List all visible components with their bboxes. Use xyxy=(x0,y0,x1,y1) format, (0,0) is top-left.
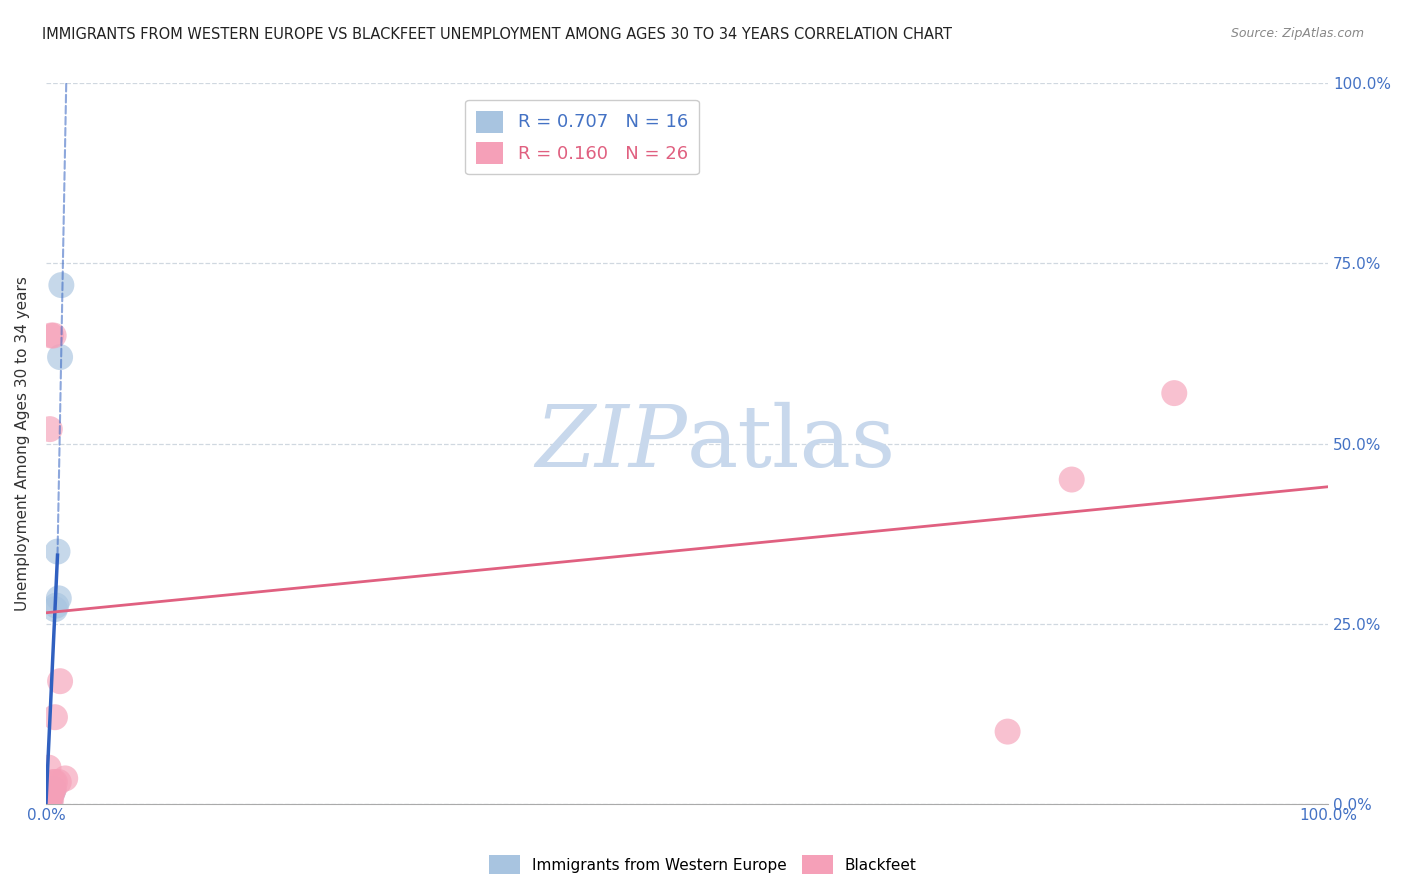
Point xyxy=(49,674,72,689)
Point xyxy=(41,786,63,800)
Text: atlas: atlas xyxy=(688,402,896,485)
Point xyxy=(38,796,60,810)
Point xyxy=(42,782,65,797)
Text: ZIP: ZIP xyxy=(536,402,688,485)
Text: IMMIGRANTS FROM WESTERN EUROPE VS BLACKFEET UNEMPLOYMENT AMONG AGES 30 TO 34 YEA: IMMIGRANTS FROM WESTERN EUROPE VS BLACKF… xyxy=(42,27,952,42)
Point xyxy=(1163,386,1185,401)
Point xyxy=(37,793,59,807)
Point xyxy=(46,544,69,558)
Point xyxy=(39,793,62,807)
Point xyxy=(39,782,62,797)
Point xyxy=(38,761,60,775)
Point xyxy=(39,786,62,800)
Point xyxy=(997,724,1019,739)
Point xyxy=(51,278,73,293)
Point xyxy=(39,786,62,800)
Point xyxy=(48,591,70,606)
Point xyxy=(44,602,66,616)
Point xyxy=(38,789,60,804)
Point xyxy=(45,599,67,613)
Point xyxy=(41,782,63,797)
Point xyxy=(42,775,65,789)
Point xyxy=(49,350,72,364)
Point xyxy=(1060,473,1083,487)
Point xyxy=(38,795,60,809)
Point xyxy=(38,795,60,809)
Point xyxy=(38,422,60,436)
Y-axis label: Unemployment Among Ages 30 to 34 years: Unemployment Among Ages 30 to 34 years xyxy=(15,277,30,611)
Point xyxy=(44,775,66,789)
Point xyxy=(38,794,60,808)
Point xyxy=(38,789,60,804)
Point xyxy=(38,793,60,807)
Point xyxy=(39,328,62,343)
Point xyxy=(44,710,66,724)
Legend: R = 0.707   N = 16, R = 0.160   N = 26: R = 0.707 N = 16, R = 0.160 N = 26 xyxy=(465,100,699,175)
Text: Source: ZipAtlas.com: Source: ZipAtlas.com xyxy=(1230,27,1364,40)
Legend: Immigrants from Western Europe, Blackfeet: Immigrants from Western Europe, Blackfee… xyxy=(484,849,922,880)
Point xyxy=(41,786,63,800)
Point xyxy=(37,796,59,810)
Point xyxy=(37,795,59,809)
Point xyxy=(38,793,60,807)
Point xyxy=(53,772,76,786)
Point xyxy=(42,782,65,797)
Point xyxy=(38,794,60,808)
Point xyxy=(42,328,65,343)
Point xyxy=(37,794,59,808)
Point xyxy=(48,775,70,789)
Point xyxy=(37,794,59,808)
